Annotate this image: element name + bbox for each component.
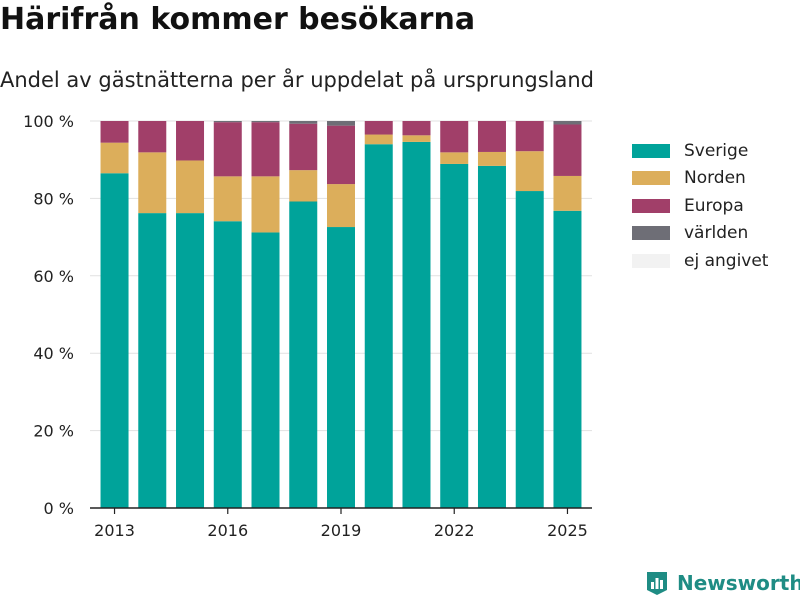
legend-item: Sverige	[632, 137, 768, 165]
legend-item: ej angivet	[632, 247, 768, 275]
axes: 0 % 20 % 40 % 60 % 80 % 100 % 2013 2016 2019 2022…	[23, 112, 592, 540]
bar-segment	[440, 121, 469, 153]
bar-segment	[477, 165, 506, 508]
y-tick-label: 0 %	[44, 499, 74, 518]
y-tick-label: 100 %	[23, 112, 74, 131]
y-tick-label: 60 %	[33, 267, 74, 286]
bar-segment	[213, 122, 242, 177]
legend-item: världen	[632, 220, 768, 248]
legend-label: Europa	[684, 195, 744, 216]
bar-chart-logo-icon	[647, 572, 667, 595]
bar-segment	[176, 160, 205, 214]
bar-segment	[553, 124, 582, 176]
legend-item: Europa	[632, 192, 768, 220]
x-tick-label: 2025	[547, 521, 588, 540]
bar-segment	[327, 184, 355, 228]
bar-segment	[553, 121, 582, 125]
bar-segment	[138, 213, 167, 508]
legend-item: Norden	[632, 165, 768, 193]
bar-segment	[364, 134, 393, 145]
bars	[100, 121, 582, 508]
bar-segment	[100, 121, 129, 143]
bar-segment	[477, 151, 506, 166]
bar-segment	[289, 123, 318, 171]
bar-segment	[138, 121, 167, 153]
legend-swatch	[632, 171, 670, 186]
bar-segment	[440, 152, 469, 164]
legend: Sverige Norden Europa världen ej angivet	[632, 137, 768, 275]
bar-segment	[213, 176, 242, 222]
bar-segment	[515, 191, 544, 508]
y-tick-label: 20 %	[33, 422, 74, 441]
brand-name: Newsworthy	[677, 571, 800, 595]
bar-segment	[251, 121, 280, 123]
bar-segment	[138, 152, 167, 214]
bar-segment	[289, 170, 318, 202]
bar-segment	[176, 121, 205, 161]
bar-segment	[402, 141, 431, 508]
x-tick-label: 2013	[94, 521, 135, 540]
bar-segment	[515, 151, 544, 192]
legend-label: Norden	[684, 168, 746, 189]
bar-segment	[477, 121, 506, 152]
legend-swatch	[632, 198, 670, 213]
x-tick-label: 2022	[434, 521, 475, 540]
y-tick-label: 80 %	[33, 189, 74, 208]
bar-segment	[100, 142, 129, 174]
bar-segment	[289, 201, 318, 508]
bar-segment	[251, 122, 280, 177]
x-tick-label: 2019	[321, 521, 362, 540]
bar-segment	[100, 173, 129, 508]
bar-segment	[251, 176, 280, 233]
bar-segment	[364, 144, 393, 508]
legend-swatch	[632, 253, 670, 268]
x-tick-label: 2016	[207, 521, 248, 540]
bar-segment	[176, 213, 205, 508]
bar-segment	[327, 227, 355, 508]
bar-segment	[364, 121, 393, 135]
chart-subtitle: Andel av gästnätterna per år uppdelat på…	[0, 68, 594, 92]
bar-segment	[440, 163, 469, 508]
bar-segment	[213, 121, 242, 123]
bar-segment	[327, 121, 355, 126]
bar-segment	[553, 175, 582, 211]
bar-segment	[553, 210, 582, 508]
bar-segment	[402, 135, 431, 142]
legend-label: världen	[684, 223, 749, 244]
bar-segment	[251, 232, 280, 508]
legend-swatch	[632, 226, 670, 241]
legend-label: ej angivet	[684, 250, 769, 271]
bar-segment	[402, 121, 431, 136]
newsworthy-brand: Newsworthy	[645, 570, 800, 596]
bar-segment	[289, 121, 318, 124]
bar-segment	[213, 221, 242, 508]
y-tick-label: 40 %	[33, 344, 74, 363]
bar-segment	[327, 125, 355, 185]
bar-segment	[515, 121, 544, 152]
legend-swatch	[632, 143, 670, 158]
legend-label: Sverige	[684, 140, 749, 161]
chart-title: Härifrån kommer besökarna	[0, 2, 476, 37]
